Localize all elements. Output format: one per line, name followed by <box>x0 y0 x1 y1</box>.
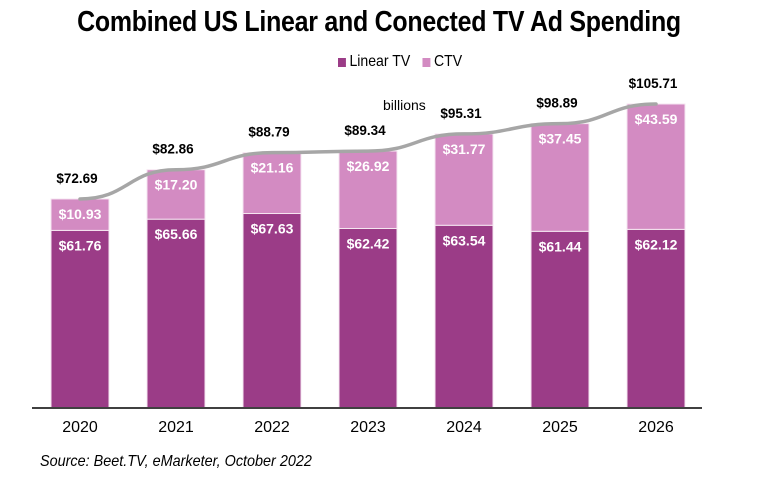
bar-segment-linear-tv-2024 <box>434 224 494 409</box>
data-label-linear-tv-2020: $61.76 <box>59 237 102 253</box>
data-label-linear-tv-2022: $67.63 <box>251 221 294 237</box>
total-label-2026: $105.71 <box>629 76 678 91</box>
x-tick-label-2022: 2022 <box>254 419 290 436</box>
data-label-ctv-2021: $17.20 <box>155 177 198 193</box>
bar-segment-linear-tv-2022 <box>242 213 302 409</box>
total-label-2024: $95.31 <box>440 106 482 121</box>
bar-segment-linear-tv-2025 <box>530 230 590 409</box>
x-tick-label-2026: 2026 <box>638 419 674 436</box>
bar-segment-linear-tv-2023 <box>338 227 398 409</box>
legend-label-linear-tv: Linear TV <box>349 53 411 70</box>
x-tick-label-2021: 2021 <box>158 419 194 436</box>
legend-label-ctv: CTV <box>433 53 463 70</box>
x-tick-label-2020: 2020 <box>62 419 98 436</box>
legend-item-ctv: CTV <box>422 53 463 71</box>
bar-segment-linear-tv-2020 <box>50 229 110 409</box>
unit-note: billions <box>383 97 426 113</box>
legend: Linear TV CTV <box>338 53 474 71</box>
total-label-2022: $88.79 <box>248 125 289 140</box>
bar-segment-ctv-2022 <box>242 152 302 215</box>
total-label-2025: $98.89 <box>536 96 577 111</box>
bar-segment-ctv-2024 <box>434 133 494 226</box>
bar-segment-linear-tv-2026 <box>626 228 686 409</box>
bar-segment-ctv-2025 <box>530 123 590 232</box>
data-label-linear-tv-2025: $61.44 <box>539 238 582 254</box>
chart-title: Combined US Linear and Conected TV Ad Sp… <box>77 6 681 38</box>
data-label-linear-tv-2026: $62.12 <box>635 236 678 252</box>
data-label-linear-tv-2021: $65.66 <box>155 226 198 242</box>
x-tick-label-2024: 2024 <box>446 419 482 436</box>
data-label-ctv-2025: $37.45 <box>539 131 582 147</box>
data-label-ctv-2022: $21.16 <box>251 160 294 176</box>
bar-segment-ctv-2026 <box>626 103 686 230</box>
legend-swatch-ctv <box>422 57 431 67</box>
data-label-ctv-2023: $26.92 <box>347 158 390 174</box>
data-label-linear-tv-2023: $62.42 <box>347 235 390 251</box>
data-label-ctv-2026: $43.59 <box>635 111 678 127</box>
x-tick-label-2023: 2023 <box>350 419 386 436</box>
legend-item-linear-tv: Linear TV <box>338 53 410 71</box>
data-label-linear-tv-2024: $63.54 <box>443 232 486 248</box>
total-label-2021: $82.86 <box>152 142 194 157</box>
total-label-2020: $72.69 <box>56 171 97 186</box>
total-label-2023: $89.34 <box>344 123 386 138</box>
bar-segment-ctv-2023 <box>338 150 398 229</box>
data-label-ctv-2024: $31.77 <box>443 141 486 157</box>
bar-segment-ctv-2021 <box>146 169 206 220</box>
x-tick-label-2025: 2025 <box>542 419 578 436</box>
data-label-ctv-2020: $10.93 <box>59 206 102 222</box>
source-note: Source: Beet.TV, eMarketer, October 2022 <box>40 453 312 470</box>
bar-segment-linear-tv-2021 <box>146 218 206 409</box>
legend-swatch-linear-tv <box>338 57 346 67</box>
